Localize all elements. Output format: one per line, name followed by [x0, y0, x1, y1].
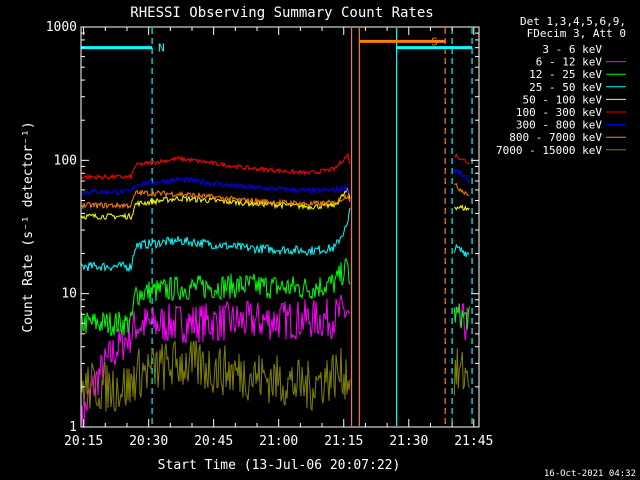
- series-line: [80, 207, 351, 273]
- legend-header-line: FDecim 3, Att 0: [527, 27, 626, 40]
- x-tick-label: 21:00: [259, 434, 298, 449]
- series-line-after-gap: [454, 183, 470, 196]
- y-tick-label: 1: [69, 420, 77, 435]
- legend-label: 800 - 7000 keV: [509, 131, 602, 144]
- time-markers: [151, 28, 473, 426]
- plot-frame: [80, 26, 480, 428]
- legend-label: 3 - 6 keV: [542, 43, 602, 56]
- series-line: [80, 294, 351, 428]
- series-group: [80, 152, 470, 428]
- footer-timestamp: 16-Oct-2021 04:32: [544, 469, 636, 479]
- legend-label: 12 - 25 keV: [529, 68, 602, 81]
- series-line-after-gap: [454, 204, 470, 212]
- legend-label: 100 - 300 keV: [516, 106, 602, 119]
- series-line-after-gap: [453, 169, 470, 185]
- flag-label: S: [431, 35, 438, 48]
- legend-label: 7000 - 15000 keV: [496, 144, 602, 157]
- x-tick-label: 21:30: [389, 434, 428, 449]
- flag-label: N: [158, 42, 165, 55]
- legend-label: 6 - 12 keV: [536, 56, 603, 69]
- x-tick-label: 20:45: [194, 434, 233, 449]
- x-tick-label: 21:15: [324, 434, 363, 449]
- series-line: [80, 257, 351, 337]
- series-line: [80, 176, 351, 197]
- series-line: [80, 189, 351, 210]
- series-line: [80, 152, 351, 181]
- y-axis-label: Count Rate (s⁻¹ detector⁻¹): [21, 121, 36, 332]
- legend-header-line: Det 1,3,4,5,6,9,: [520, 15, 626, 28]
- series-line-after-gap: [453, 348, 470, 396]
- legend-label: 50 - 100 keV: [523, 93, 603, 106]
- series-line-after-gap: [453, 304, 470, 330]
- series-line: [80, 187, 351, 221]
- x-tick-label: 21:45: [454, 434, 493, 449]
- y-tick-label: 10: [61, 287, 77, 302]
- chart-title: RHESSI Observing Summary Count Rates: [130, 5, 433, 21]
- x-axis-label: Start Time (13-Jul-06 20:07:22): [158, 458, 401, 473]
- y-axis-ticks: 1 10 100 1000: [46, 20, 479, 435]
- x-tick-label: 20:30: [129, 434, 168, 449]
- legend: Det 1,3,4,5,6,9,FDecim 3, Att 0 3 - 6 keV…: [496, 15, 626, 157]
- series-line: [80, 340, 351, 413]
- series-line-after-gap: [453, 244, 470, 258]
- legend-label: 300 - 800 keV: [516, 119, 602, 132]
- y-tick-label: 100: [54, 153, 77, 168]
- series-line-after-gap: [454, 153, 470, 165]
- x-tick-label: 20:15: [64, 434, 103, 449]
- x-axis-ticks: 20:15 20:30 20:45 21:00 21:15 21:30 21:45: [64, 27, 493, 449]
- y-tick-label: 1000: [46, 20, 77, 35]
- legend-label: 25 - 50 keV: [529, 81, 602, 94]
